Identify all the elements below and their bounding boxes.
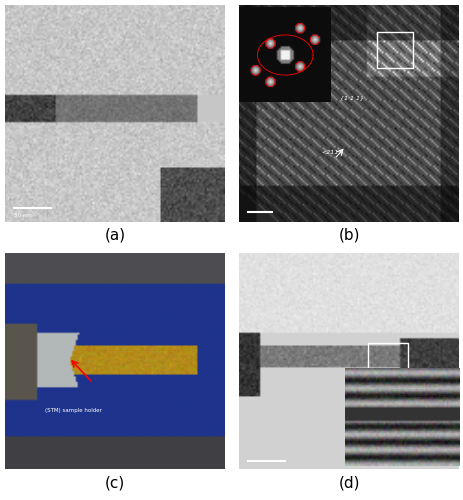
Text: {1 1 1}: {1 1 1} (339, 96, 363, 100)
Bar (367, 343, 407, 376)
Text: (a): (a) (104, 228, 125, 242)
Bar (376, 32, 413, 68)
Text: (c): (c) (105, 475, 125, 490)
Text: (b): (b) (338, 228, 359, 242)
Text: <211>: <211> (321, 150, 344, 154)
Text: (d): (d) (338, 475, 359, 490)
Text: 50 nm: 50 nm (14, 213, 31, 218)
Text: (STM) sample holder: (STM) sample holder (45, 408, 102, 413)
